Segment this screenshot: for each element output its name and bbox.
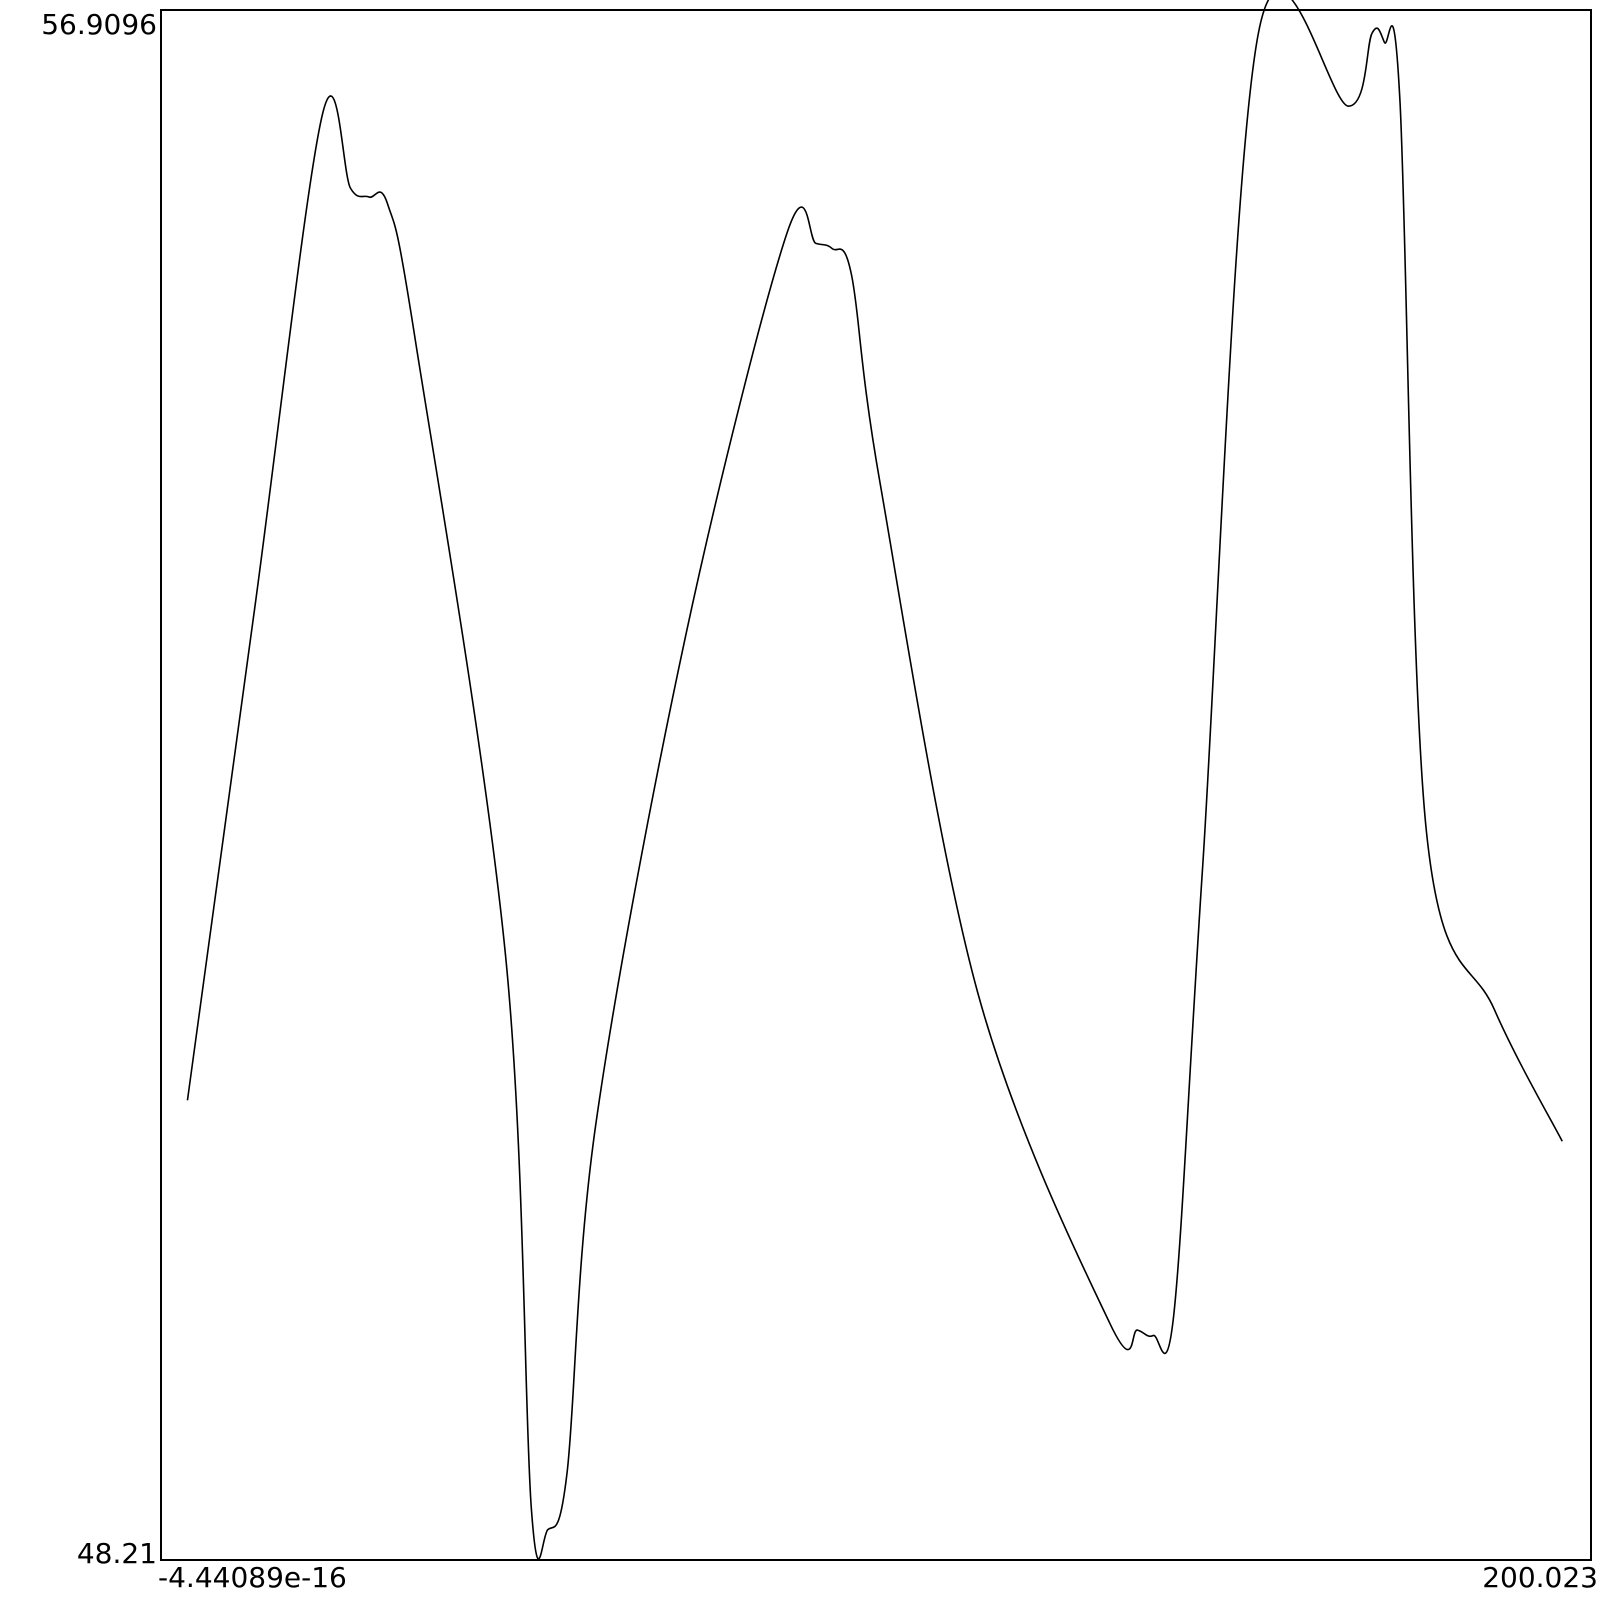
y-max-tick-label: 56.9096: [41, 8, 157, 41]
y-min-tick-label: 48.21: [77, 1537, 157, 1570]
x-max-tick-label: 200.023: [1482, 1561, 1598, 1594]
plot-frame: [160, 9, 1592, 1561]
series-layer: [186, 0, 1563, 1560]
x-min-tick-label: -4.44089e-16: [158, 1561, 347, 1594]
series-line-0: [186, 0, 1563, 1560]
